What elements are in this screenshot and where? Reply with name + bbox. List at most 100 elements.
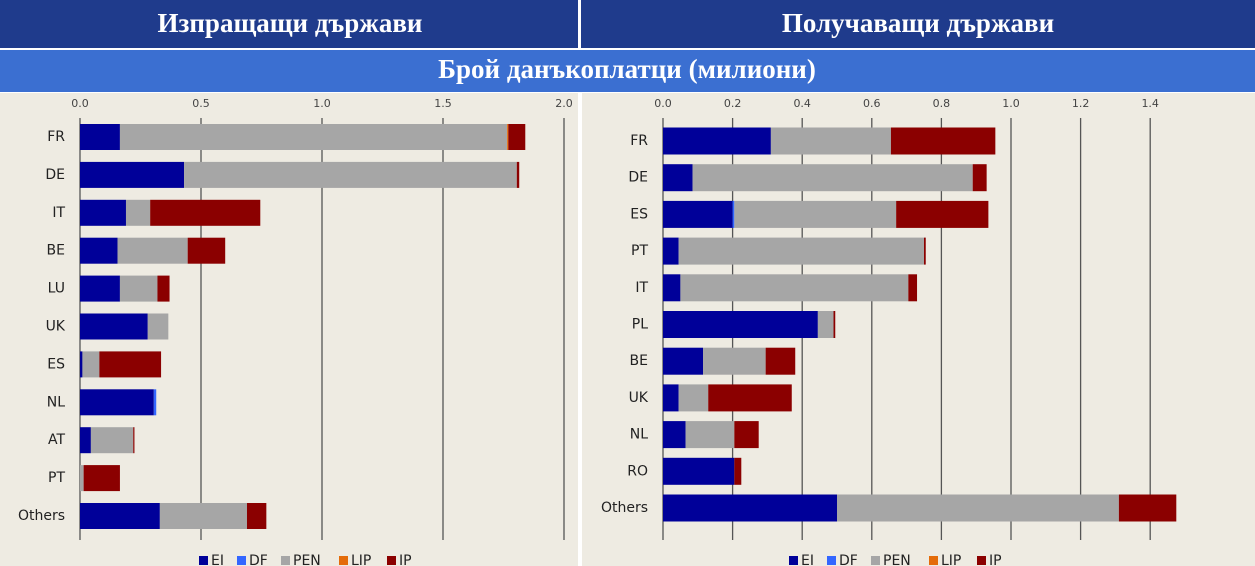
y-tick-label: BE [630, 353, 648, 369]
bar-segment [663, 164, 693, 192]
y-tick-label: UK [629, 390, 649, 406]
bar-segment [80, 503, 160, 529]
bar-segment [837, 494, 1119, 522]
bar-segment [507, 124, 509, 150]
bar-segment [147, 313, 169, 340]
legend-swatch [339, 556, 348, 565]
bar-segment [734, 457, 742, 485]
bar-segment [80, 351, 83, 378]
bar-segment [663, 200, 733, 228]
bar-segment [817, 311, 834, 338]
bar-segment [125, 199, 151, 226]
bar-segment [80, 199, 126, 226]
bar-segment [508, 124, 526, 150]
bar-segment [972, 164, 987, 192]
bar-segment [80, 465, 84, 492]
y-tick-label: NL [630, 427, 648, 443]
bar-segment [153, 389, 157, 416]
y-tick-label: DE [628, 170, 648, 186]
bar-segment [663, 457, 735, 485]
bar-segment [708, 384, 792, 412]
bar-segment [1118, 494, 1177, 522]
legend-swatch [387, 556, 396, 565]
x-tick-label: 0.0 [654, 97, 672, 110]
legend-label: IP [989, 553, 1002, 566]
bar-segment [184, 161, 517, 188]
x-tick-label: 0.5 [192, 97, 210, 110]
banner: Брой данъкоплатци (милиони) [438, 54, 816, 84]
legend-label: DF [839, 553, 858, 566]
bar-segment [90, 427, 134, 454]
bar-segment [678, 384, 709, 412]
legend-label: EI [801, 553, 814, 566]
bar-segment [516, 161, 520, 188]
x-tick-label: 1.2 [1072, 97, 1090, 110]
legend-label: PEN [883, 553, 911, 566]
legend-swatch [977, 556, 986, 565]
y-tick-label: PT [48, 470, 65, 486]
bar-segment [157, 275, 170, 302]
legend-label: EI [211, 553, 224, 566]
bar-segment [246, 503, 267, 529]
bar-segment [908, 274, 918, 302]
bar-segment [99, 351, 162, 378]
x-tick-label: 1.4 [1141, 97, 1159, 110]
bar-segment [663, 494, 837, 522]
bar-segment [159, 503, 247, 529]
bar-segment [119, 124, 508, 150]
x-tick-label: 1.5 [434, 97, 452, 110]
legend-swatch [827, 556, 836, 565]
bar-segment [734, 200, 897, 228]
bar-segment [734, 421, 759, 449]
x-tick-label: 1.0 [313, 97, 331, 110]
bar-segment [133, 427, 135, 454]
y-tick-label: NL [47, 394, 65, 410]
bar-segment [80, 237, 118, 264]
bar-segment [80, 389, 154, 416]
bar-segment [83, 465, 120, 492]
legend-swatch [281, 556, 290, 565]
header-cell [0, 0, 578, 48]
legend-swatch [929, 556, 938, 565]
y-tick-label: AT [48, 432, 65, 448]
bar-segment [80, 427, 91, 454]
bar-segment [663, 311, 818, 338]
bar-segment [890, 127, 996, 155]
bar-segment [663, 421, 686, 449]
y-tick-label: FR [47, 129, 65, 145]
x-tick-label: 0.6 [863, 97, 881, 110]
bar-segment [663, 237, 679, 265]
y-tick-label: FR [630, 133, 648, 149]
x-tick-label: 0.4 [793, 97, 811, 110]
bar-segment [82, 351, 100, 378]
y-tick-label: DE [45, 167, 65, 183]
bar-segment [663, 127, 771, 155]
bar-segment [663, 347, 704, 375]
chart-title: Изпращащи държави [158, 8, 423, 38]
y-tick-label: UK [46, 319, 66, 335]
y-tick-label: BE [47, 243, 65, 259]
legend-label: DF [249, 553, 268, 566]
y-tick-label: PT [631, 243, 648, 259]
bar-segment [833, 311, 836, 338]
y-tick-label: LU [48, 281, 65, 297]
bar-segment [732, 200, 735, 228]
y-tick-label: IT [52, 205, 65, 221]
bar-segment [924, 237, 926, 265]
bar-segment [703, 347, 766, 375]
y-tick-label: Others [18, 508, 65, 524]
x-tick-label: 0.8 [933, 97, 951, 110]
bar-segment [765, 347, 796, 375]
bar-segment [692, 164, 973, 192]
bar-segment [663, 274, 681, 302]
bar-segment [896, 200, 989, 228]
bar-segment [117, 237, 188, 264]
legend-label: IP [399, 553, 412, 566]
bar-segment [678, 237, 924, 265]
y-tick-label: PL [632, 317, 648, 333]
bar-segment [119, 275, 158, 302]
y-tick-label: IT [635, 280, 648, 296]
bar-segment [187, 237, 226, 264]
legend-swatch [871, 556, 880, 565]
